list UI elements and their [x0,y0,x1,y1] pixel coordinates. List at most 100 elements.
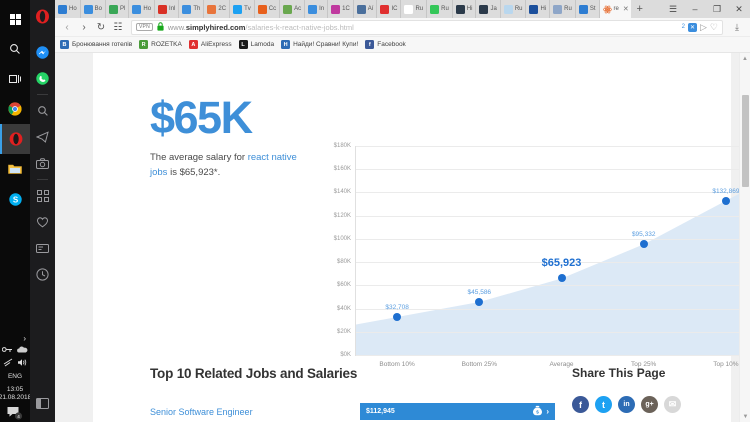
new-tab-button[interactable]: + [636,3,643,15]
react-native-jobs-link[interactable]: react native jobs [150,152,297,178]
search-icon[interactable] [0,34,30,64]
tab-15[interactable]: Ru [427,0,453,18]
language-indicator[interactable]: ENG [8,371,22,384]
tab-19[interactable]: Hi [526,0,551,18]
adblock-icon[interactable]: ✕ [688,22,697,32]
scroll-up-arrow-icon[interactable]: ▲ [742,55,748,62]
tab-9[interactable]: Ac [280,0,306,18]
speed-dial-grid-icon[interactable] [30,183,55,209]
file-explorer-icon[interactable] [0,154,30,184]
opera-logo-icon[interactable] [30,3,55,29]
job-salary-bar[interactable]: $112,945 $ › [360,403,555,420]
url-text: www.simplyhired.com/salaries-k-react-nat… [168,23,354,32]
lock-icon [157,21,164,33]
task-view-icon[interactable] [0,64,30,94]
clock[interactable]: 13:05 21.08.2018 [0,384,31,404]
wifi-icon[interactable] [3,358,14,370]
tab-5[interactable]: Th [179,0,205,18]
telegram-icon[interactable] [30,124,55,150]
chart-data-point[interactable] [721,196,730,205]
googleplus-share-icon[interactable]: g+ [641,396,658,413]
tab-favicon-icon [455,4,465,14]
tab-21[interactable]: St [576,0,600,18]
job-title-link[interactable]: Senior Software Engineer [150,406,253,417]
chart-gridline: $120K [334,213,750,219]
notifications-icon[interactable]: 4 [7,404,23,422]
bookmark-0[interactable]: B Бронювання готелів [60,40,132,49]
history-clock-icon[interactable] [30,261,55,287]
close-button[interactable]: ✕ [735,3,743,14]
chart-data-point[interactable] [557,274,566,283]
tray-expand-icon[interactable]: › [23,333,26,343]
bookmark-1[interactable]: R ROZETKA [139,40,182,49]
vpn-key-icon[interactable] [1,345,13,357]
reload-button[interactable]: ↻ [96,21,106,33]
facebook-share-icon[interactable]: f [572,396,589,413]
bookmark-heart-icon[interactable]: ♡ [709,21,718,32]
twitter-share-icon[interactable]: t [595,396,612,413]
tab-1[interactable]: Bo [81,0,107,18]
restore-button[interactable]: ❐ [712,3,722,14]
tab-10[interactable]: In [305,0,329,18]
bookmark-4[interactable]: Н Найди! Сравни! Купи! [281,40,358,49]
skype-icon[interactable]: S [0,184,30,214]
back-button[interactable]: ‹ [65,21,69,33]
tab-17[interactable]: Ja [476,0,501,18]
chart-data-point[interactable] [475,298,484,307]
linkedin-share-icon[interactable]: in [618,396,635,413]
bookmark-label: Facebook [377,41,406,48]
chart-data-point[interactable] [393,313,402,322]
share-title: Share This Page [572,366,666,380]
speed-dial-button[interactable]: ☷ [113,21,123,33]
address-bar[interactable]: VPN www.simplyhired.com/salaries-k-react… [131,19,723,35]
bookmark-2[interactable]: A AliExpress [188,40,232,49]
downloads-button[interactable]: ⤓ [735,21,739,32]
browser-menu-button[interactable]: ☰ [668,3,678,14]
tab-12[interactable]: Aí [354,0,378,18]
tab-11[interactable]: 1C [328,0,354,18]
scroll-down-arrow-icon[interactable]: ▼ [742,413,749,420]
tab-3[interactable]: Ho [129,0,156,18]
tab-close-icon[interactable]: ✕ [622,6,629,13]
tab-active-react-native[interactable]: re ✕ [599,0,631,18]
chart-data-point[interactable] [639,240,648,249]
vpn-badge[interactable]: VPN [136,23,153,31]
bookmarks-heart-icon[interactable] [30,209,55,235]
tab-14[interactable]: Ru [401,0,428,18]
messenger-icon[interactable] [30,39,55,65]
tab-16[interactable]: Hi [453,0,477,18]
search-icon[interactable] [30,98,55,124]
share-icon[interactable]: ▷ [700,21,707,32]
bookmark-3[interactable]: L Lamoda [238,40,274,49]
onedrive-cloud-icon[interactable] [16,345,28,357]
tab-6[interactable]: 2C [204,0,231,18]
share-icon-list: f t in g+ ✉ [572,396,750,413]
opera-taskbar-icon[interactable] [0,124,30,154]
chrome-icon[interactable] [0,94,30,124]
tab-7[interactable]: Tv [230,0,255,18]
email-share-icon[interactable]: ✉ [664,396,681,413]
minimize-button[interactable]: – [692,4,698,14]
tab-18[interactable]: Ru [501,0,527,18]
tab-4[interactable]: Inl [155,0,180,18]
windows-start-icon[interactable] [0,4,30,34]
hero-subtitle: The average salary for react native jobs… [150,151,315,180]
news-icon[interactable] [30,235,55,261]
sidebar-toggle-icon[interactable] [30,390,55,416]
scrollbar-thumb[interactable] [742,95,749,187]
chart-gridline: $180K [334,143,750,149]
forward-button[interactable]: › [82,21,86,33]
tab-label: Ho [69,6,77,12]
tab-13[interactable]: IC [377,0,402,18]
tab-0[interactable]: Ho [55,0,81,18]
volume-icon[interactable] [17,358,28,370]
tab-2[interactable]: Pl [106,0,130,18]
tab-label: Aí [367,6,374,12]
whatsapp-icon[interactable] [30,65,55,91]
camera-icon[interactable] [30,150,55,176]
tab-20[interactable]: Ru [550,0,576,18]
page-scrollbar[interactable]: ▲ ▼ [739,53,750,422]
bookmark-5[interactable]: f Facebook [365,40,406,49]
tab-8[interactable]: Cc [255,0,281,18]
tab-label: Hi [466,6,473,12]
